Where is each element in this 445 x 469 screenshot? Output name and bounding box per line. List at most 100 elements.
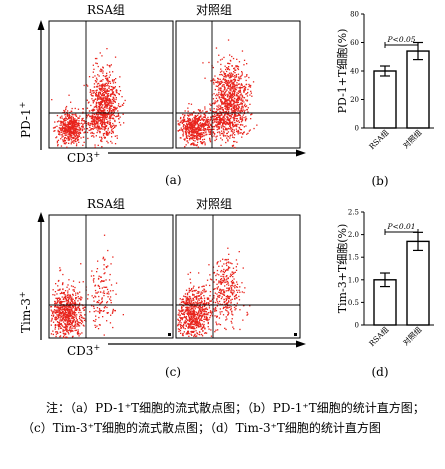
dot [75, 115, 77, 117]
dot [109, 85, 111, 87]
dot [219, 116, 221, 118]
dot [64, 323, 66, 325]
dot [115, 97, 117, 99]
dot [231, 318, 233, 320]
dot [190, 133, 192, 136]
dot [101, 124, 103, 126]
dot [216, 298, 218, 300]
dot [220, 105, 222, 107]
dot [76, 319, 78, 321]
dot [102, 84, 105, 86]
dot [218, 91, 220, 94]
dot [191, 334, 193, 336]
dot [231, 121, 233, 123]
dot [208, 298, 210, 300]
dot [188, 335, 190, 337]
dot [201, 135, 204, 137]
dot [190, 126, 192, 128]
dot [83, 325, 85, 327]
dot [67, 317, 69, 319]
dot [215, 124, 217, 127]
dot [182, 132, 185, 134]
dot [197, 119, 200, 121]
dot [86, 128, 89, 130]
dot [234, 271, 236, 273]
dot [231, 279, 234, 282]
dot [191, 134, 194, 136]
dot [206, 133, 208, 136]
dot [100, 93, 102, 96]
dot [62, 298, 64, 300]
dot [195, 115, 198, 117]
dot [123, 122, 125, 124]
dot [80, 311, 82, 314]
dot [186, 298, 188, 300]
dot [227, 139, 229, 141]
dot [100, 88, 102, 90]
dot [224, 78, 226, 81]
dot [177, 130, 179, 132]
dot [236, 87, 238, 89]
dot [233, 111, 235, 113]
dot [74, 323, 76, 325]
dot [231, 122, 233, 124]
dot [103, 100, 105, 103]
dot [199, 134, 201, 136]
dot [102, 111, 104, 113]
dot [191, 127, 193, 129]
dot [232, 289, 234, 291]
dot [226, 298, 228, 301]
dot [92, 76, 94, 78]
dot [224, 301, 226, 303]
dot [226, 132, 228, 135]
dot [117, 110, 119, 112]
dot [185, 317, 187, 319]
dot [225, 79, 228, 82]
dot [75, 138, 77, 140]
dot [212, 126, 214, 128]
dot [106, 104, 108, 106]
panel-c-y-arrowhead [37, 212, 45, 222]
dot [74, 320, 76, 322]
dot [77, 135, 79, 137]
dot [103, 118, 105, 120]
dot [110, 110, 113, 112]
dot [99, 309, 101, 311]
dot [75, 134, 78, 136]
dot [112, 86, 114, 88]
dot [93, 113, 96, 115]
dot [64, 134, 66, 136]
dot [77, 306, 79, 308]
dot [223, 81, 225, 84]
dot [92, 320, 95, 322]
dot [104, 111, 106, 113]
dot [234, 146, 236, 149]
dot [103, 286, 105, 288]
dot [111, 101, 113, 103]
dot [220, 290, 222, 292]
dot [103, 264, 105, 266]
dot [78, 125, 80, 127]
dot [229, 96, 232, 98]
dot [216, 125, 218, 127]
dot [220, 269, 223, 272]
dot [70, 303, 72, 305]
dot [227, 94, 229, 97]
dot [223, 263, 225, 265]
dot [228, 74, 230, 76]
dot [220, 121, 223, 123]
dot [210, 329, 212, 331]
dot [232, 117, 235, 119]
dot [94, 117, 96, 119]
dot [192, 297, 194, 300]
dot [69, 311, 71, 313]
dot [185, 302, 188, 304]
dot [65, 134, 67, 136]
dot [71, 311, 73, 313]
dot [199, 119, 201, 121]
y-tick-label: 20 [350, 96, 359, 104]
dot [240, 132, 242, 134]
dot [218, 81, 220, 83]
dot [212, 301, 215, 303]
dot [91, 128, 93, 130]
